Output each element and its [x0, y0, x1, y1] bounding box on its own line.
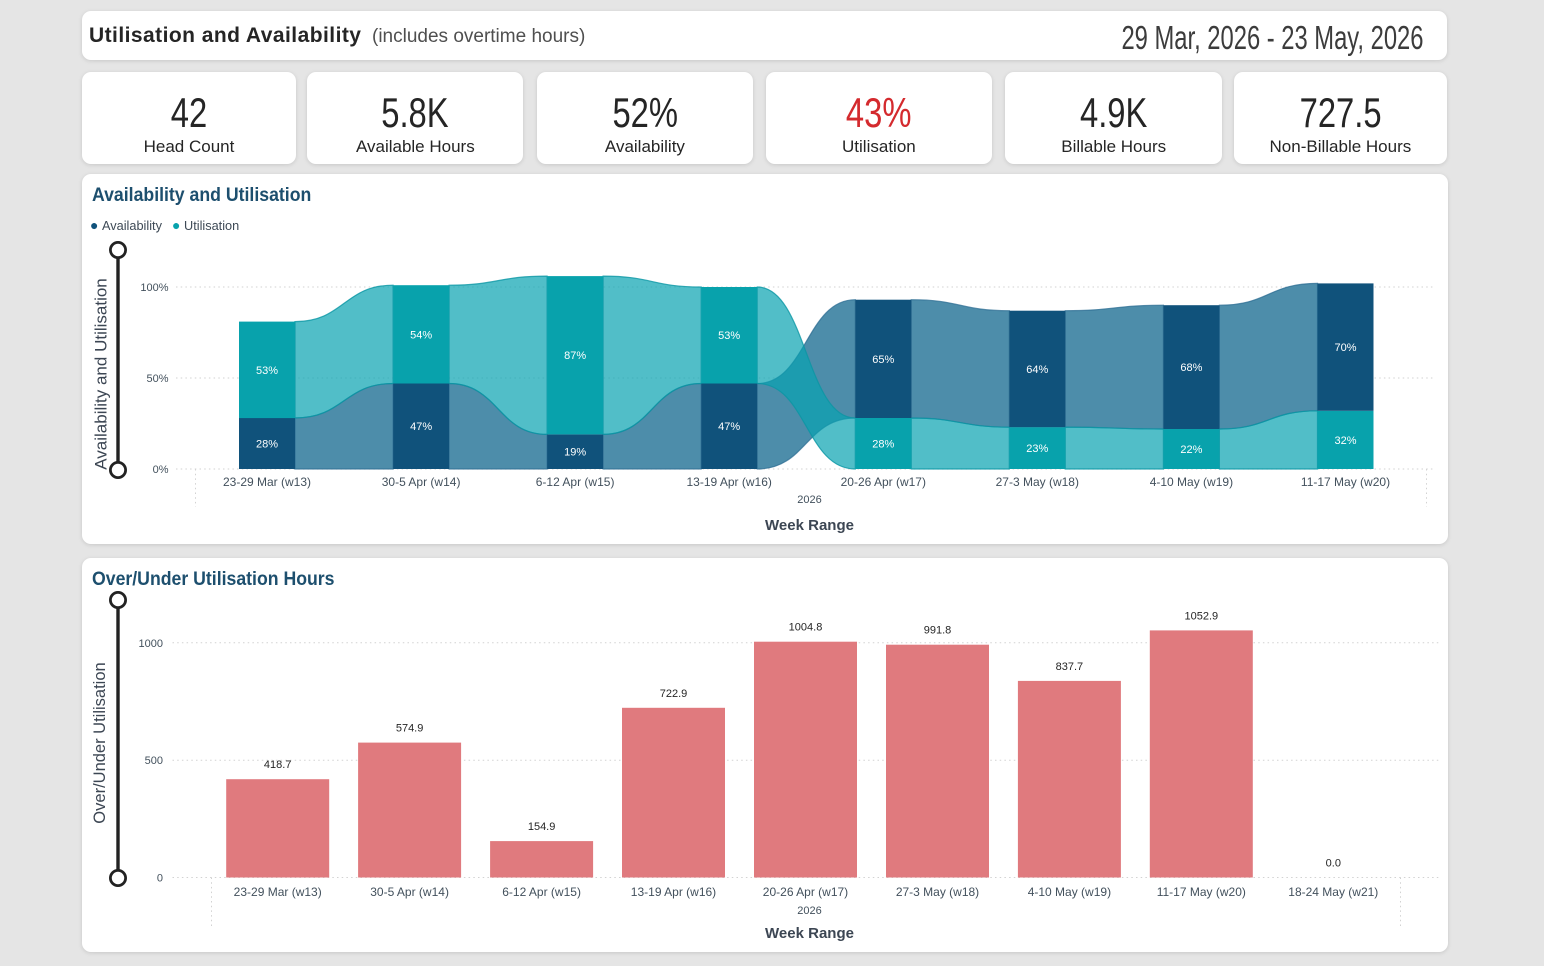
- svg-text:1052.9: 1052.9: [1184, 610, 1218, 622]
- svg-text:0.0: 0.0: [1326, 858, 1341, 870]
- svg-text:68%: 68%: [1180, 362, 1202, 374]
- svg-text:0: 0: [157, 873, 163, 885]
- svg-text:11-17 May (w20): 11-17 May (w20): [1301, 475, 1390, 489]
- svg-text:28%: 28%: [256, 439, 278, 451]
- svg-text:20-26 Apr (w17): 20-26 Apr (w17): [763, 885, 848, 899]
- svg-text:87%: 87%: [564, 350, 586, 362]
- svg-text:13-19 Apr (w16): 13-19 Apr (w16): [631, 885, 716, 899]
- svg-text:30-5 Apr (w14): 30-5 Apr (w14): [382, 475, 461, 489]
- svg-text:Week Range: Week Range: [765, 925, 854, 942]
- svg-text:500: 500: [145, 755, 163, 767]
- svg-text:11-17 May (w20): 11-17 May (w20): [1157, 885, 1246, 899]
- svg-text:4-10 May (w19): 4-10 May (w19): [1028, 885, 1111, 899]
- svg-text:23%: 23%: [1026, 443, 1048, 455]
- svg-text:722.9: 722.9: [660, 688, 688, 700]
- svg-text:47%: 47%: [718, 421, 740, 433]
- svg-text:154.9: 154.9: [528, 821, 556, 833]
- svg-text:23-29 Mar (w13): 23-29 Mar (w13): [223, 475, 311, 489]
- svg-text:Week Range: Week Range: [765, 517, 854, 534]
- svg-text:574.9: 574.9: [396, 723, 424, 735]
- svg-text:47%: 47%: [410, 421, 432, 433]
- svg-text:70%: 70%: [1334, 342, 1356, 354]
- svg-text:27-3 May (w18): 27-3 May (w18): [996, 475, 1079, 489]
- svg-text:6-12 Apr (w15): 6-12 Apr (w15): [536, 475, 615, 489]
- svg-text:991.8: 991.8: [924, 625, 952, 637]
- svg-text:23-29 Mar (w13): 23-29 Mar (w13): [234, 885, 322, 899]
- svg-text:53%: 53%: [256, 365, 278, 377]
- svg-text:13-19 Apr (w16): 13-19 Apr (w16): [687, 475, 772, 489]
- svg-text:418.7: 418.7: [264, 759, 292, 771]
- svg-text:2026: 2026: [797, 494, 821, 506]
- svg-text:1004.8: 1004.8: [789, 622, 823, 634]
- svg-text:54%: 54%: [410, 329, 432, 341]
- svg-text:Over/Under Utilisation: Over/Under Utilisation: [91, 662, 109, 823]
- svg-text:65%: 65%: [872, 354, 894, 366]
- svg-text:32%: 32%: [1334, 435, 1356, 447]
- svg-text:837.7: 837.7: [1056, 661, 1084, 673]
- svg-text:53%: 53%: [718, 330, 740, 342]
- svg-text:6-12 Apr (w15): 6-12 Apr (w15): [502, 885, 581, 899]
- svg-text:4-10 May (w19): 4-10 May (w19): [1150, 475, 1233, 489]
- svg-text:27-3 May (w18): 27-3 May (w18): [896, 885, 979, 899]
- svg-text:28%: 28%: [872, 439, 894, 451]
- svg-text:Availability and Utilisation: Availability and Utilisation: [92, 278, 111, 470]
- svg-text:50%: 50%: [146, 373, 168, 385]
- svg-text:18-24 May (w21): 18-24 May (w21): [1288, 885, 1378, 899]
- svg-text:22%: 22%: [1180, 444, 1202, 456]
- svg-text:19%: 19%: [564, 447, 586, 459]
- svg-text:2026: 2026: [797, 905, 821, 917]
- svg-text:100%: 100%: [140, 282, 168, 294]
- svg-text:20-26 Apr (w17): 20-26 Apr (w17): [841, 475, 926, 489]
- svg-text:0%: 0%: [153, 464, 169, 476]
- svg-text:30-5 Apr (w14): 30-5 Apr (w14): [370, 885, 449, 899]
- svg-text:64%: 64%: [1026, 364, 1048, 376]
- svg-text:1000: 1000: [139, 638, 163, 650]
